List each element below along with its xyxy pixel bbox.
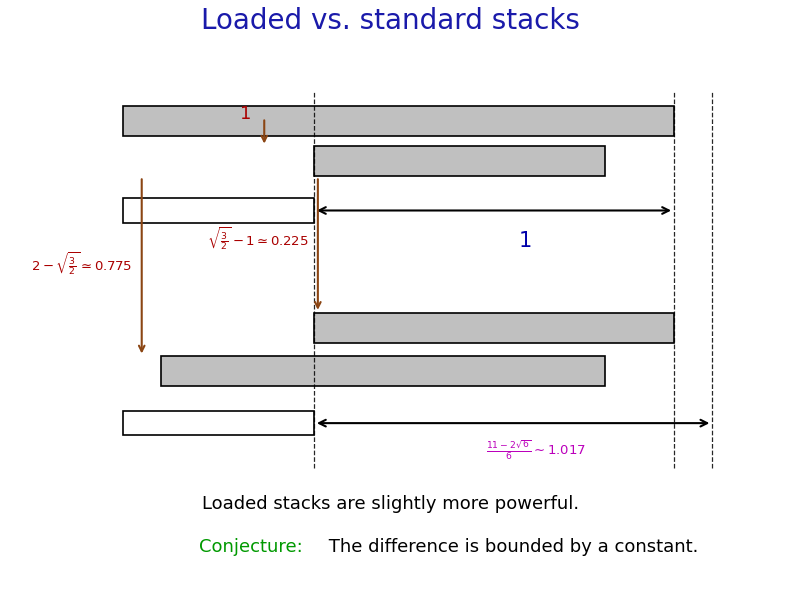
Text: Conjecture:: Conjecture: (199, 538, 303, 556)
Text: $1$: $1$ (239, 105, 250, 123)
Bar (122, 198, 314, 223)
Text: $2-\sqrt{\frac{3}{2}}\simeq 0.775$: $2-\sqrt{\frac{3}{2}}\simeq 0.775$ (32, 250, 133, 277)
Bar (122, 411, 314, 436)
Bar (122, 105, 674, 136)
Bar (314, 146, 605, 176)
Bar (161, 356, 605, 386)
Title: Loaded vs. standard stacks: Loaded vs. standard stacks (201, 7, 580, 35)
Text: $1$: $1$ (518, 231, 531, 251)
Text: The difference is bounded by a constant.: The difference is bounded by a constant. (323, 538, 699, 556)
Text: $\frac{11-2\sqrt{6}}{6}\sim 1.017$: $\frac{11-2\sqrt{6}}{6}\sim 1.017$ (486, 439, 586, 462)
Text: $\sqrt{\frac{3}{2}}-1\simeq 0.225$: $\sqrt{\frac{3}{2}}-1\simeq 0.225$ (207, 226, 309, 252)
Text: Loaded stacks are slightly more powerful.: Loaded stacks are slightly more powerful… (202, 494, 579, 512)
Bar (314, 313, 674, 343)
